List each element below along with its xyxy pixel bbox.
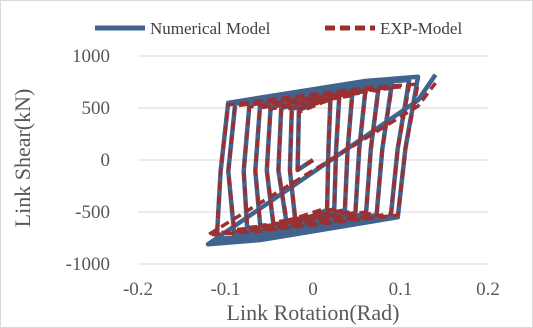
y-tick-labels: -1000 -500 0 500 1000 [66,46,110,275]
x-axis-title: Link Rotation(Rad) [227,300,400,325]
legend-label-numerical-model: Numerical Model [150,19,271,38]
x-tick-labels: -0.2 -0.1 0 0.1 0.2 [123,279,500,300]
series-line-exp-model [206,81,437,237]
x-tick-label-1: -0.1 [210,279,240,300]
y-tick-label-1: -500 [75,202,110,223]
x-tick-label-3: 0.1 [389,279,413,300]
y-tick-label-2: 0 [101,150,111,171]
x-tick-label-4: 0.2 [476,279,500,300]
y-tick-label-3: 500 [82,98,111,119]
x-tick-label-0: -0.2 [123,279,153,300]
y-axis-title: Link Shear(kN) [10,89,35,228]
plot-area [205,73,438,247]
x-tick-label-2: 0 [308,279,318,300]
y-tick-label-0: -1000 [66,254,110,275]
legend-label-exp-model: EXP-Model [380,19,462,38]
y-tick-label-4: 1000 [72,46,110,67]
legend: Numerical Model EXP-Model [95,19,462,38]
